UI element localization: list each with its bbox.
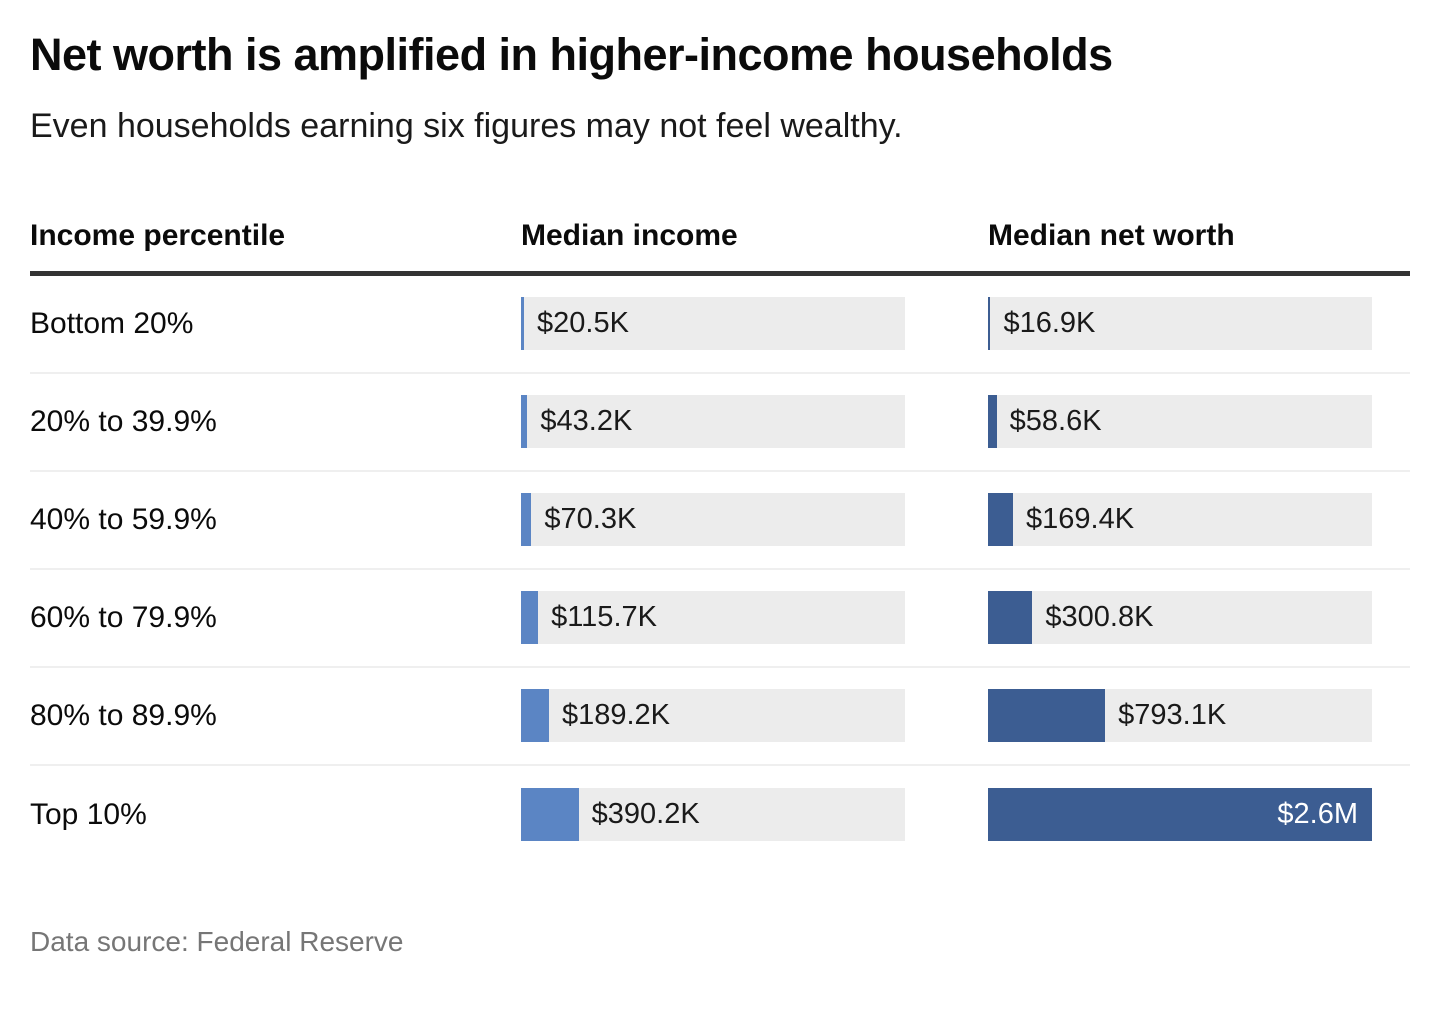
income-bar bbox=[521, 493, 532, 547]
networth-value-label: $169.4K bbox=[1026, 503, 1135, 536]
networth-value-label: $2.6M bbox=[1277, 798, 1358, 831]
row-label: 80% to 89.9% bbox=[30, 698, 217, 732]
networth-bar-cell: $169.4K bbox=[988, 493, 1372, 547]
row-label: Top 10% bbox=[30, 797, 147, 831]
networth-bar-track: $300.8K bbox=[988, 591, 1372, 645]
networth-bar bbox=[988, 493, 1014, 547]
networth-value-label: $58.6K bbox=[1009, 405, 1102, 438]
income-bar bbox=[521, 689, 549, 743]
networth-value-label: $300.8K bbox=[1045, 601, 1154, 634]
income-value-label: $70.3K bbox=[544, 503, 637, 536]
column-header-median-net-worth: Median net worth bbox=[988, 218, 1235, 252]
income-bar-cell: $20.5K bbox=[521, 297, 988, 351]
networth-bar-cell: $300.8K bbox=[988, 591, 1372, 645]
income-value-label: $390.2K bbox=[591, 798, 700, 831]
column-header-median-income: Median income bbox=[521, 218, 738, 252]
networth-value-label: $793.1K bbox=[1118, 699, 1227, 732]
page-title: Net worth is amplified in higher-income … bbox=[30, 29, 1113, 80]
table-row: Top 10% $390.2K $2.6M bbox=[30, 766, 1410, 864]
income-bar-track: $20.5K bbox=[521, 297, 905, 351]
income-value-label: $20.5K bbox=[537, 307, 629, 340]
row-label: 60% to 79.9% bbox=[30, 600, 217, 634]
table-header-row: Income percentile Median income Median n… bbox=[30, 219, 1410, 271]
networth-bar-cell: $58.6K bbox=[988, 395, 1372, 449]
networth-value-label: $16.9K bbox=[1003, 307, 1096, 340]
column-header-income-percentile: Income percentile bbox=[30, 218, 286, 252]
networth-bar bbox=[988, 591, 1033, 645]
networth-bar-track: $793.1K bbox=[988, 689, 1372, 743]
networth-bar-cell: $2.6M bbox=[988, 788, 1372, 842]
table-row: 80% to 89.9% $189.2K $793.1K bbox=[30, 668, 1410, 766]
income-value-label: $189.2K bbox=[561, 699, 670, 732]
networth-bar bbox=[988, 395, 997, 449]
networth-bar-track: $2.6M bbox=[988, 788, 1372, 842]
networth-bar bbox=[988, 297, 991, 351]
table-row: Bottom 20% $20.5K $16.9K bbox=[30, 276, 1410, 374]
income-bar-cell: $390.2K bbox=[521, 788, 988, 842]
networth-bar-track: $169.4K bbox=[988, 493, 1372, 547]
income-bar-cell: $189.2K bbox=[521, 689, 988, 743]
networth-bar-track: $16.9K bbox=[988, 297, 1372, 351]
income-bar-track: $115.7K bbox=[521, 591, 905, 645]
page-subtitle: Even households earning six figures may … bbox=[30, 107, 903, 145]
networth-bar-cell: $793.1K bbox=[988, 689, 1372, 743]
networth-bar-track: $58.6K bbox=[988, 395, 1372, 449]
data-source-note: Data source: Federal Reserve bbox=[30, 925, 404, 957]
table-row: 20% to 39.9% $43.2K $58.6K bbox=[30, 374, 1410, 472]
row-label: Bottom 20% bbox=[30, 306, 194, 340]
row-label: 40% to 59.9% bbox=[30, 502, 217, 536]
income-bar-cell: $115.7K bbox=[521, 591, 988, 645]
income-bar bbox=[521, 788, 579, 842]
income-bar bbox=[521, 395, 528, 449]
income-bar-track: $390.2K bbox=[521, 788, 905, 842]
table-row: 60% to 79.9% $115.7K $300.8K bbox=[30, 570, 1410, 668]
income-bar-cell: $70.3K bbox=[521, 493, 988, 547]
header-divider-rule bbox=[30, 270, 1410, 276]
chart-table-body: Bottom 20% $20.5K $16.9K 20% to 39.9% $4 bbox=[30, 276, 1410, 864]
income-value-label: $43.2K bbox=[540, 405, 633, 438]
income-bar-cell: $43.2K bbox=[521, 395, 988, 449]
networth-bar-cell: $16.9K bbox=[988, 297, 1372, 351]
income-bar-track: $189.2K bbox=[521, 689, 905, 743]
table-row: 40% to 59.9% $70.3K $169.4K bbox=[30, 472, 1410, 570]
income-value-label: $115.7K bbox=[551, 601, 657, 634]
income-bar-track: $70.3K bbox=[521, 493, 905, 547]
income-bar bbox=[521, 591, 539, 645]
row-label: 20% to 39.9% bbox=[30, 404, 217, 438]
income-bar bbox=[521, 297, 525, 351]
networth-bar bbox=[988, 689, 1106, 743]
networth-bar bbox=[988, 788, 1372, 842]
income-bar-track: $43.2K bbox=[521, 395, 905, 449]
